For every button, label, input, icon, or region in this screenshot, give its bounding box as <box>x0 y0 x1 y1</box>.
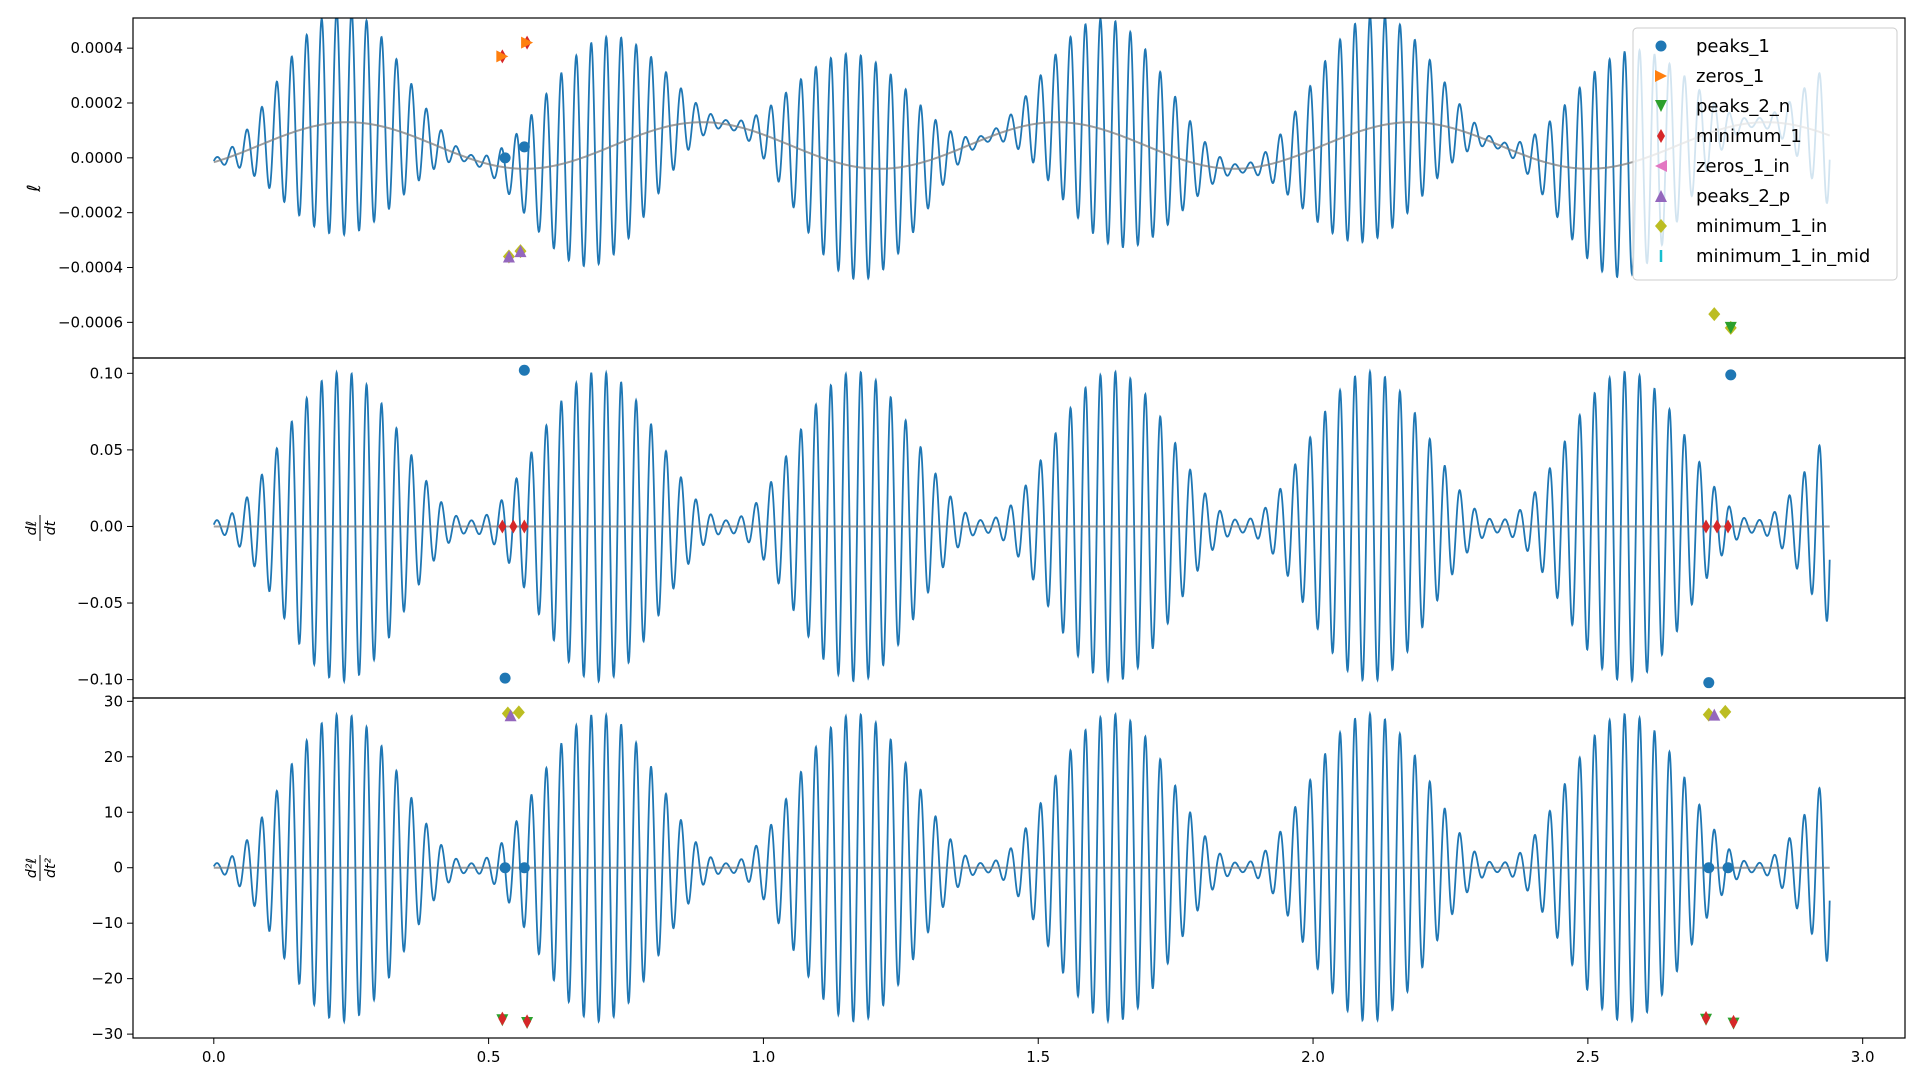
ytick-label: 0.00 <box>90 517 123 535</box>
marker-minimum_1-bottom <box>1729 1014 1738 1029</box>
xtick-label: 3.0 <box>1851 1048 1875 1066</box>
ylabel-middle: dℓ dt <box>24 515 59 541</box>
marker-minimum_1_in-top <box>1708 307 1721 322</box>
ytick-label: −0.0006 <box>58 313 123 331</box>
legend-label-zeros_1: zeros_1 <box>1696 66 1764 87</box>
ylabel-numerator: dℓ <box>24 521 40 536</box>
ytick-label: 0.10 <box>90 364 123 382</box>
marker-peaks_1-middle <box>518 364 530 376</box>
legend-label-peaks_1: peaks_1 <box>1696 36 1770 57</box>
panel-top: 0.0004 0.0002 0.0000 −0.0002 −0.0004 −0.0006 ℓ <box>24 17 1906 359</box>
marker-minimum_1-bottom <box>1702 1011 1711 1026</box>
legend-box <box>1632 27 1898 281</box>
legend-marker-zeros_1_in <box>1655 160 1667 172</box>
xtick-label: 1.0 <box>751 1048 775 1066</box>
legend-label-minimum_1_in: minimum_1_in <box>1696 216 1827 237</box>
legend-label-peaks_2_n: peaks_2_n <box>1696 96 1790 117</box>
trend-line-top <box>213 121 1831 170</box>
ytick-label: −0.0002 <box>58 204 123 222</box>
marker-peaks_1-top <box>499 152 511 164</box>
ylabel-denominator: dt <box>43 520 59 535</box>
xtick-label: 0.0 <box>202 1048 226 1066</box>
legend-marker-minimum_1_in <box>1655 219 1667 233</box>
legend: peaks_1 zeros_1 peaks_2_n minimum_1 zeros_1_… <box>1632 27 1898 281</box>
legend-marker-peaks_2_p <box>1655 190 1667 202</box>
marker-peaks_1-bottom <box>1722 862 1734 874</box>
legend-marker-peaks_2_n <box>1655 100 1667 112</box>
ytick-label: 0 <box>113 859 123 877</box>
marker-peaks_2_n-top <box>1724 321 1737 334</box>
marker-minimum_1-middle <box>520 519 529 534</box>
ytick-label: −30 <box>91 1025 123 1043</box>
ytick-label: 0.0002 <box>71 94 124 112</box>
ytick-label: 10 <box>104 803 123 821</box>
ytick-label: 30 <box>104 692 123 710</box>
ytick-label: 0.0000 <box>71 149 124 167</box>
marker-peaks_1-middle <box>1725 369 1737 381</box>
marker-minimum_1-bottom <box>498 1011 507 1026</box>
panel-bottom: 30 20 10 0 −10 −20 −30 0.0 0.5 1.0 1.5 2.0 2.5 3.0 d²ℓ… <box>24 692 1906 1066</box>
ytick-label: −0.0004 <box>58 259 123 277</box>
xtick-label: 1.5 <box>1026 1048 1050 1066</box>
marker-peaks_1-bottom <box>1703 862 1715 874</box>
legend-label-peaks_2_p: peaks_2_p <box>1696 186 1790 207</box>
legend-label-minimum_1: minimum_1 <box>1696 126 1802 147</box>
marker-peaks_1-middle <box>499 672 511 684</box>
legend-marker-peaks_1 <box>1655 40 1667 52</box>
marker-peaks_2_p-top <box>502 250 515 263</box>
marker-minimum_1_in-bottom <box>512 705 525 720</box>
ytick-label: −0.05 <box>77 594 123 612</box>
marker-minimum_1-middle <box>1713 519 1722 534</box>
marker-peaks_2_p-top <box>514 245 527 258</box>
marker-peaks_1-top <box>518 141 530 153</box>
ytick-label: −0.10 <box>77 671 123 689</box>
marker-minimum_1-middle <box>498 519 507 534</box>
marker-peaks_2_p-bottom <box>504 709 517 722</box>
marker-peaks_2_p-bottom <box>1708 708 1721 721</box>
ylabel-numerator: d²ℓ <box>24 858 40 878</box>
marker-zeros_1-top <box>496 50 509 63</box>
legend-marker-zeros_1 <box>1655 70 1667 82</box>
marker-minimum_1-middle <box>509 519 518 534</box>
marker-peaks_1-middle <box>1703 677 1715 689</box>
marker-peaks_1-bottom <box>518 862 530 874</box>
ytick-label: −20 <box>91 970 123 988</box>
ytick-label: −10 <box>91 914 123 932</box>
xtick-label: 2.5 <box>1576 1048 1600 1066</box>
legend-label-zeros_1_in: zeros_1_in <box>1696 156 1790 177</box>
xtick-label: 0.5 <box>477 1048 501 1066</box>
marker-minimum_1_in-bottom <box>1719 704 1732 719</box>
ytick-label: 20 <box>104 748 123 766</box>
marker-minimum_1-middle <box>1724 519 1733 534</box>
ylabel-top: ℓ <box>24 184 45 192</box>
marker-peaks_1-bottom <box>499 862 511 874</box>
marker-minimum_1-middle <box>1702 519 1711 534</box>
marker-zeros_1-top <box>521 36 534 49</box>
ylabel-bottom: d²ℓ dt² <box>24 855 59 881</box>
ylabel-denominator: dt² <box>43 858 59 878</box>
panels: 0.0004 0.0002 0.0000 −0.0002 −0.0004 −0.0006 ℓ… <box>24 17 1906 1066</box>
marker-minimum_1-bottom <box>523 1014 532 1029</box>
legend-label-minimum_1_in_mid: minimum_1_in_mid <box>1696 246 1870 267</box>
ytick-label: 0.0004 <box>71 39 124 57</box>
xtick-label: 2.0 <box>1301 1048 1325 1066</box>
legend-marker-minimum_1 <box>1657 129 1665 143</box>
ytick-label: 0.05 <box>90 441 123 459</box>
